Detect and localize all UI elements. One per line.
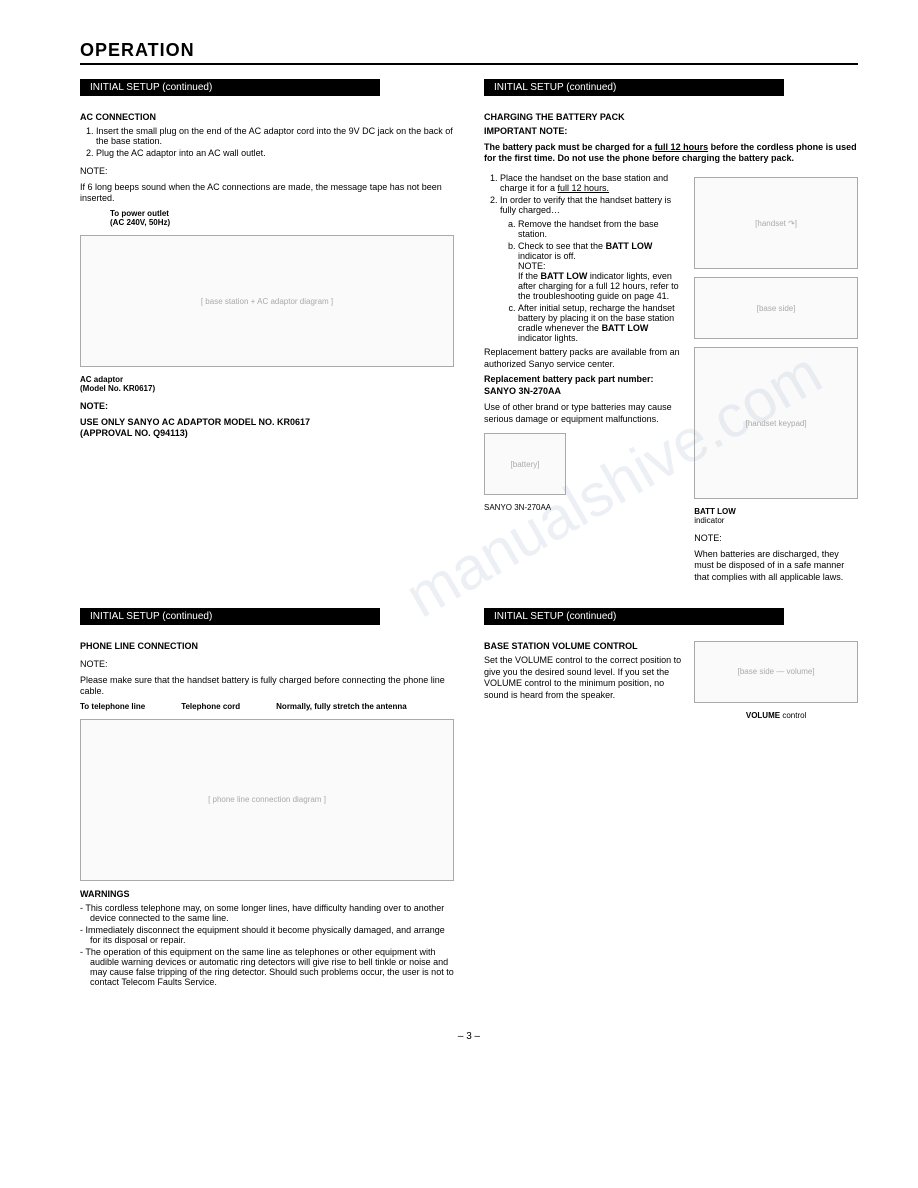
bottom-note: USE ONLY SANYO AC ADAPTOR MODEL NO. KR06… bbox=[80, 417, 454, 440]
substep-b-note-label: NOTE: bbox=[518, 261, 684, 271]
section-header: INITIAL SETUP (continued) bbox=[80, 79, 380, 96]
warning-3: The operation of this equipment on the s… bbox=[90, 947, 454, 987]
disposal-note-label: NOTE: bbox=[694, 533, 858, 545]
sc-c: indicator lights. bbox=[518, 333, 578, 343]
li1b: full 12 hours. bbox=[558, 183, 610, 193]
figure-base-side: [base side] bbox=[694, 277, 858, 339]
charging-steps: Place the handset on the base station an… bbox=[484, 173, 684, 343]
figure-battery-pack: [battery] bbox=[484, 433, 566, 495]
subheading-volume: BASE STATION VOLUME CONTROL bbox=[484, 641, 684, 651]
disposal-note: When batteries are discharged, they must… bbox=[694, 549, 858, 584]
fig-annot-adaptor: AC adaptor (Model No. KR0617) bbox=[80, 375, 454, 393]
li2: In order to verify that the handset batt… bbox=[500, 195, 671, 215]
phone-note-label: NOTE: bbox=[80, 659, 454, 671]
sbn-b: BATT LOW bbox=[541, 271, 588, 281]
batt-low-annot: BATT LOW indicator bbox=[694, 507, 858, 525]
battery-caption: SANYO 3N-270AA bbox=[484, 503, 684, 512]
subheading-phone: PHONE LINE CONNECTION bbox=[80, 641, 454, 651]
warnings-label: WARNINGS bbox=[80, 889, 454, 899]
important-note-text: The battery pack must be charged for a f… bbox=[484, 142, 858, 165]
imp-b: full 12 hours bbox=[655, 142, 709, 152]
page-number: – 3 – bbox=[80, 1031, 858, 1042]
section-header: INITIAL SETUP (continued) bbox=[80, 608, 380, 625]
sc-b: BATT LOW bbox=[602, 323, 649, 333]
warnings-list: This cordless telephone may, on some lon… bbox=[80, 903, 454, 987]
figure-volume: [base side — volume] bbox=[694, 641, 858, 703]
annot-antenna: Normally, fully stretch the antenna bbox=[276, 702, 407, 711]
section-ac-connection: INITIAL SETUP (continued) AC CONNECTION … bbox=[80, 79, 454, 588]
fig-annot-power: To power outlet (AC 240V, 50Hz) bbox=[110, 209, 454, 227]
bottom-note-label: NOTE: bbox=[80, 401, 454, 413]
substep-b: Check to see that the BATT LOW indicator… bbox=[518, 241, 684, 301]
charge-substeps: Remove the handset from the base station… bbox=[500, 219, 684, 343]
section-header: INITIAL SETUP (continued) bbox=[484, 608, 784, 625]
substep-c: After initial setup, recharge the handse… bbox=[518, 303, 684, 343]
replacement-2: Replacement battery pack part number: SA… bbox=[484, 374, 684, 397]
sbn-a: If the bbox=[518, 271, 541, 281]
figure-phone-line: [ phone line connection diagram ] bbox=[80, 719, 454, 881]
section-charging: INITIAL SETUP (continued) CHARGING THE B… bbox=[484, 79, 858, 588]
volume-text: Set the VOLUME control to the correct po… bbox=[484, 655, 684, 702]
warning-2: Immediately disconnect the equipment sho… bbox=[90, 925, 454, 945]
sb-a: Check to see that the bbox=[518, 241, 606, 251]
figure-handset-battlow: [handset keypad] bbox=[694, 347, 858, 499]
imp-a: The battery pack must be charged for a bbox=[484, 142, 655, 152]
figure-ac-adaptor: [ base station + AC adaptor diagram ] bbox=[80, 235, 454, 367]
battlow-sub: indicator bbox=[694, 516, 724, 525]
page-header: OPERATION bbox=[80, 40, 858, 65]
substep-a: Remove the handset from the base station… bbox=[518, 219, 684, 239]
replacement-3: Use of other brand or type batteries may… bbox=[484, 402, 684, 425]
battlow-label: BATT LOW bbox=[694, 507, 736, 516]
figure-handset-remove: [handset ↷] bbox=[694, 177, 858, 269]
section-phone-line: INITIAL SETUP (continued) PHONE LINE CON… bbox=[80, 608, 454, 991]
charge-step-2: In order to verify that the handset batt… bbox=[500, 195, 684, 343]
ac-step-1: Insert the small plug on the end of the … bbox=[96, 126, 454, 146]
important-note-label: IMPORTANT NOTE: bbox=[484, 126, 858, 138]
volume-annot: VOLUME control bbox=[694, 711, 858, 720]
vol-sub: control bbox=[780, 711, 806, 720]
top-row: INITIAL SETUP (continued) AC CONNECTION … bbox=[80, 79, 858, 588]
subheading-ac: AC CONNECTION bbox=[80, 112, 454, 122]
annot-tel-cord: Telephone cord bbox=[181, 702, 240, 711]
sc-a: After initial setup, recharge the handse… bbox=[518, 303, 675, 333]
warning-1: This cordless telephone may, on some lon… bbox=[90, 903, 454, 923]
bottom-row: INITIAL SETUP (continued) PHONE LINE CON… bbox=[80, 608, 858, 991]
note-text: If 6 long beeps sound when the AC connec… bbox=[80, 182, 454, 205]
sb-b: BATT LOW bbox=[606, 241, 653, 251]
ac-step-2: Plug the AC adaptor into an AC wall outl… bbox=[96, 148, 454, 158]
ac-steps: Insert the small plug on the end of the … bbox=[80, 126, 454, 158]
note-label: NOTE: bbox=[80, 166, 454, 178]
sb-c: indicator is off. bbox=[518, 251, 576, 261]
annot-tel-line: To telephone line bbox=[80, 702, 145, 711]
charge-step-1: Place the handset on the base station an… bbox=[500, 173, 684, 193]
phone-note-text: Please make sure that the handset batter… bbox=[80, 675, 454, 698]
replacement-1: Replacement battery packs are available … bbox=[484, 347, 684, 370]
substep-b-note: If the BATT LOW indicator lights, even a… bbox=[518, 271, 684, 301]
section-header: INITIAL SETUP (continued) bbox=[484, 79, 784, 96]
section-volume: INITIAL SETUP (continued) BASE STATION V… bbox=[484, 608, 858, 991]
vol-label: VOLUME bbox=[746, 711, 780, 720]
subheading-charging: CHARGING THE BATTERY PACK bbox=[484, 112, 858, 122]
charging-split: Place the handset on the base station an… bbox=[484, 169, 858, 588]
